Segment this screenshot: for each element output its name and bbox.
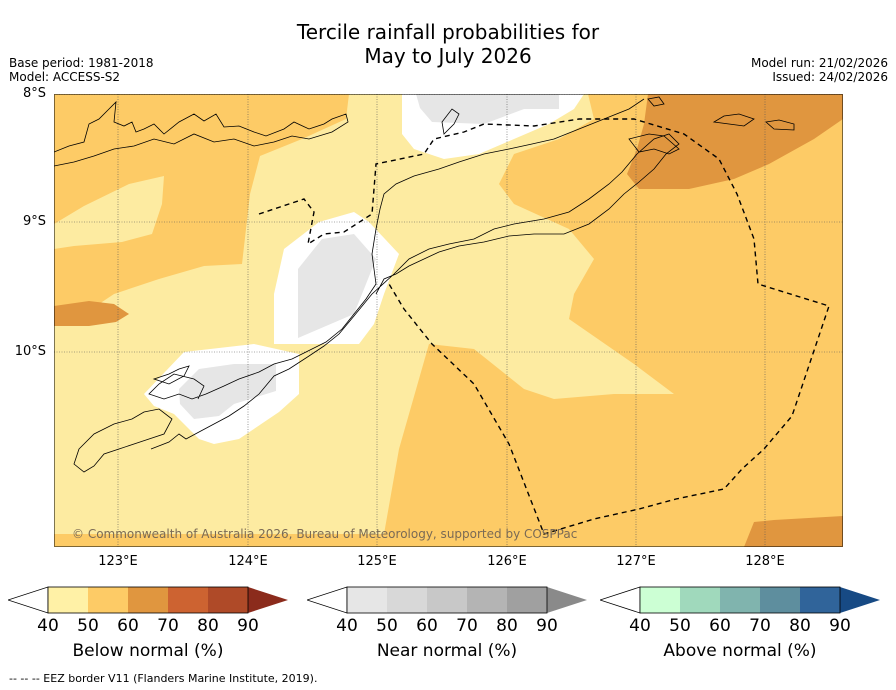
colorbar-below-swatch-2 bbox=[88, 587, 128, 613]
colorbar-below-swatch-3 bbox=[128, 587, 168, 613]
colorbar-above-normal: 40 50 60 70 80 90 bbox=[600, 586, 880, 635]
colorbar-below-lower-extend bbox=[8, 586, 49, 614]
below-60-region-southeast bbox=[744, 516, 843, 547]
colorbar-near-swatch-3 bbox=[427, 587, 467, 613]
base-period-label: Base period: 1981-2018 bbox=[9, 56, 154, 70]
colorbar-near-tick-40: 40 bbox=[336, 616, 358, 635]
timor-north-coast bbox=[148, 98, 645, 400]
near-normal-grey-central bbox=[298, 234, 376, 338]
lon-label-128e: 128°E bbox=[745, 554, 785, 569]
colorbar-above-tick-40: 40 bbox=[629, 616, 651, 635]
lon-label-126e: 126°E bbox=[487, 554, 527, 569]
colorbar-above-tick-80: 80 bbox=[789, 616, 811, 635]
lon-label-124e: 124°E bbox=[228, 554, 268, 569]
colorbar-above-tick-70: 70 bbox=[749, 616, 771, 635]
below-50-region-east bbox=[54, 94, 843, 547]
eez-border bbox=[258, 118, 830, 535]
colorbar-near-swatch-4 bbox=[467, 587, 507, 613]
colorbar-above-swatch-3 bbox=[720, 587, 760, 613]
flores-coast bbox=[54, 100, 349, 167]
lat-label-10s: 10°S bbox=[14, 344, 46, 359]
colorbar-below-swatch-5 bbox=[208, 587, 248, 613]
colorbar-near-tick-60: 60 bbox=[416, 616, 438, 635]
colorbar-near-tick-90: 90 bbox=[536, 616, 558, 635]
colorbar-near-swatch-2 bbox=[387, 587, 427, 613]
colorbar-near-title: Near normal (%) bbox=[376, 641, 518, 661]
below-60-region-west bbox=[54, 301, 129, 326]
colorbar-above-tick-90: 90 bbox=[829, 616, 851, 635]
model-run-label: Model run: 21/02/2026 bbox=[750, 56, 888, 70]
colorbar-below-tick-60: 60 bbox=[117, 616, 139, 635]
colorbar-below-tick-70: 70 bbox=[157, 616, 179, 635]
colorbar-below-swatch-1 bbox=[48, 587, 88, 613]
map-title: Tercile rainfall probabilities for May t… bbox=[0, 20, 896, 68]
colorbar-above-title: Above normal (%) bbox=[663, 641, 817, 661]
below-50-region-west bbox=[54, 94, 349, 322]
colorbar-below-tick-50: 50 bbox=[77, 616, 99, 635]
colorbar-near-lower-extend bbox=[307, 586, 348, 614]
colorbar-above-swatch-4 bbox=[760, 587, 800, 613]
lon-label-123e: 123°E bbox=[98, 554, 138, 569]
issued-label: Issued: 24/02/2026 bbox=[772, 70, 888, 84]
wetar-coast bbox=[712, 113, 755, 127]
near-normal-grey-south bbox=[179, 364, 276, 419]
model-label: Model: ACCESS-S2 bbox=[9, 70, 121, 84]
lon-label-127e: 127°E bbox=[616, 554, 656, 569]
colorbar-above-tick-50: 50 bbox=[669, 616, 691, 635]
alor-coast bbox=[628, 133, 680, 155]
lat-label-9s: 9°S bbox=[22, 214, 46, 229]
small-island-2 bbox=[441, 108, 460, 135]
colorbar-above-swatch-2 bbox=[680, 587, 720, 613]
colorbar-above-upper-extend bbox=[840, 587, 880, 613]
model-info-left: Base period: 1981-2018 Model: ACCESS-S2 bbox=[9, 56, 154, 84]
eez-border-legend: -- -- -- EEZ border V11 (Flanders Marine… bbox=[9, 672, 318, 685]
below-60-region-northeast bbox=[627, 94, 843, 189]
colorbar-near-normal: 40 50 60 70 80 90 bbox=[307, 586, 587, 635]
map-title-line-2: May to July 2026 bbox=[364, 44, 532, 68]
colorbar-above-swatch-5 bbox=[800, 587, 840, 613]
colorbar-below-title: Below normal (%) bbox=[72, 641, 224, 661]
colorbar-above-tick-60: 60 bbox=[709, 616, 731, 635]
colorbar-below-tick-90: 90 bbox=[237, 616, 259, 635]
sumba-like-coast bbox=[73, 408, 173, 473]
below-50-region-west-overlay bbox=[54, 176, 164, 249]
colorbar-below-tick-40: 40 bbox=[37, 616, 59, 635]
small-island-3 bbox=[647, 96, 665, 107]
colorbar-above-swatch-1 bbox=[640, 587, 680, 613]
near-normal-grey-north bbox=[416, 94, 559, 124]
colorbar-above-lower-extend bbox=[600, 586, 641, 614]
model-info-right: Model run: 21/02/2026 Issued: 24/02/2026 bbox=[751, 56, 888, 84]
small-island-1 bbox=[765, 119, 795, 131]
colorbar-near-tick-50: 50 bbox=[376, 616, 398, 635]
lon-label-125e: 125°E bbox=[357, 554, 397, 569]
colorbar-near-swatch-5 bbox=[507, 587, 547, 613]
colorbar-below-upper-extend bbox=[248, 587, 288, 613]
copyright-notice: © Commonwealth of Australia 2026, Bureau… bbox=[72, 527, 578, 541]
gridlines bbox=[54, 94, 843, 547]
colorbar-near-swatch-1 bbox=[347, 587, 387, 613]
colorbar-near-upper-extend bbox=[547, 587, 587, 613]
probability-map bbox=[54, 94, 843, 547]
colorbar-below-tick-80: 80 bbox=[197, 616, 219, 635]
coastlines bbox=[54, 96, 795, 473]
colorbar-below-normal: 40 50 60 70 80 90 bbox=[8, 586, 288, 635]
map-title-line-1: Tercile rainfall probabilities for bbox=[296, 20, 600, 44]
colorbar-near-tick-80: 80 bbox=[496, 616, 518, 635]
timor-coast bbox=[150, 133, 680, 450]
colorbar-near-tick-70: 70 bbox=[456, 616, 478, 635]
lat-label-8s: 8°S bbox=[22, 86, 46, 101]
rote-coast bbox=[152, 365, 190, 385]
map-frame bbox=[54, 94, 843, 547]
colorbar-below-swatch-4 bbox=[168, 587, 208, 613]
